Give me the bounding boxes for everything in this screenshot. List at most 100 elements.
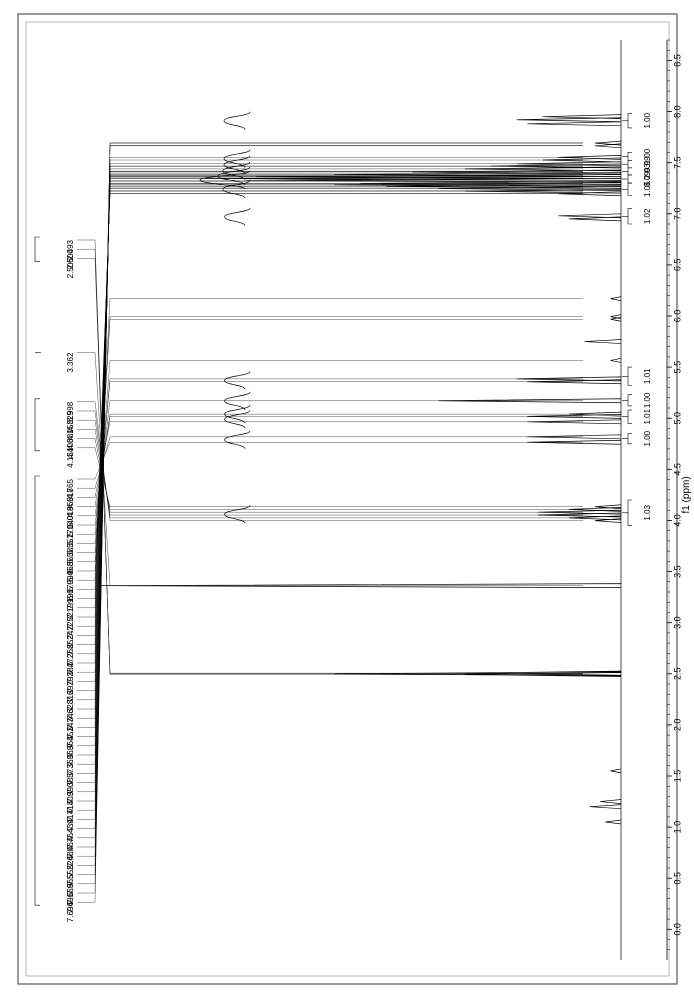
peak-assignment-line [77, 401, 583, 525]
peak-assignment-line [77, 178, 583, 709]
integral-bracket [628, 367, 632, 385]
peak-assignment-line [77, 183, 583, 681]
integral-bracket [628, 183, 632, 195]
axis-tick-label: 7.0 [672, 208, 682, 221]
integral-curve [225, 431, 250, 449]
peak-assignment-line [77, 171, 583, 810]
axis-tick-label: 5.5 [672, 361, 682, 374]
axis-tick-label: 0.0 [672, 923, 682, 936]
integral-value: 1.00 [643, 392, 652, 408]
peak-assignment-line [77, 174, 583, 773]
integral-bracket [628, 175, 632, 183]
peak-assignment-line [77, 249, 583, 674]
axis-tick-label: 2.0 [672, 719, 682, 732]
integral-value: 1.01 [643, 368, 652, 384]
peak-assignment-line [77, 411, 583, 518]
axis-tick-label: 7.5 [672, 156, 682, 169]
integral-value: 1.03 [643, 504, 652, 520]
peak-assignment-line [77, 185, 583, 663]
peak-assignment-line [77, 319, 583, 562]
peak-assignment-line [77, 177, 583, 737]
integral-value: 1.00 [643, 148, 652, 164]
peak-assignment-line [77, 240, 583, 674]
peak-assignment-line [77, 299, 583, 581]
integral-value: 1.00 [643, 430, 652, 446]
peak-assignment-line [77, 157, 583, 865]
peak-assignment-line [77, 184, 583, 672]
peak-assignment-line [77, 194, 583, 590]
axis-tick-label: 3.0 [672, 616, 682, 629]
integral-value: 1.02 [643, 208, 652, 224]
integral-value: 1.01 [643, 408, 652, 424]
peak-assignment-line [77, 193, 583, 598]
integral-bracket [628, 434, 632, 444]
peak-assignment-line [77, 402, 583, 521]
peak-group-bracket [35, 476, 40, 905]
peak-assignment-line [77, 360, 583, 552]
peak-assignment-line [77, 145, 583, 883]
peak-assignment-line [77, 169, 583, 819]
axis-label: f1 (ppm) [681, 476, 692, 513]
axis-tick-label: 6.5 [672, 259, 682, 272]
peak-assignment-line [77, 416, 583, 506]
integral-bracket [628, 161, 632, 168]
integral-curve [224, 150, 250, 168]
axis-tick-label: 5.0 [672, 412, 682, 425]
peak-assignment-line [77, 439, 583, 510]
integral-bracket [628, 209, 632, 224]
axis-tick-label: 1.0 [672, 821, 682, 834]
integral-bracket [628, 500, 632, 526]
peak-assignment-line [77, 176, 583, 765]
peak-assignment-line [77, 258, 583, 673]
peak-assignment-line [77, 420, 583, 515]
peak-assignment-line [77, 189, 583, 627]
nmr-figure: 0.00.51.01.52.02.53.03.54.04.55.05.56.06… [0, 0, 694, 1000]
peak-assignment-line [77, 176, 583, 755]
peak-assignment-line [77, 317, 583, 571]
peak-assignment-line [77, 178, 583, 718]
peak-assignment-line [77, 353, 583, 586]
peak-assignment-line [77, 172, 583, 801]
axis-tick-label: 2.5 [672, 668, 682, 681]
integral-curve [225, 371, 250, 389]
peak-assignment-line [77, 174, 583, 783]
peak-assignment-line [77, 143, 583, 902]
integral-curve [223, 180, 250, 198]
peak-assignment-line [77, 379, 583, 544]
peak-assignment-line [77, 181, 583, 690]
axis-tick-label: 4.0 [672, 514, 682, 527]
peak-label: 3.362 [66, 352, 75, 373]
peak-assignment-line [77, 146, 583, 875]
peak-assignment-line [77, 180, 583, 700]
integral-bracket [628, 395, 632, 406]
peak-assignment-line [77, 429, 583, 512]
peak-assignment-line [77, 176, 583, 746]
peak-assignment-line [77, 188, 583, 635]
integral-value: 1.00 [643, 112, 652, 128]
axis-tick-label: 0.5 [672, 872, 682, 885]
peak-assignment-line [77, 186, 583, 654]
peak-assignment-line [77, 160, 583, 856]
peak-label: 2.506 [66, 258, 75, 279]
outer-frame [18, 14, 677, 984]
axis-tick-label: 1.5 [672, 770, 682, 783]
peak-assignment-line [77, 143, 583, 893]
integral-bracket [628, 152, 632, 160]
peak-group-bracket [35, 399, 40, 451]
axis-tick-label: 8.5 [672, 54, 682, 67]
peak-assignment-line [77, 191, 583, 617]
peak-label: 4.134 [66, 447, 75, 468]
integral-curve [224, 112, 250, 130]
integral-bracket [628, 114, 632, 128]
peak-assignment-line [77, 166, 583, 838]
peak-assignment-line [77, 414, 583, 516]
peak-assignment-line [77, 186, 583, 644]
integral-bracket [628, 410, 632, 423]
integral-curve [225, 208, 250, 226]
peak-assignment-line [77, 164, 583, 847]
axis-tick-label: 8.0 [672, 105, 682, 118]
nmr-svg: 0.00.51.01.52.02.53.03.54.04.55.05.56.06… [0, 0, 694, 1000]
peak-assignment-line [77, 191, 583, 608]
peak-group-bracket [35, 237, 40, 261]
axis-tick-label: 4.5 [672, 463, 682, 476]
